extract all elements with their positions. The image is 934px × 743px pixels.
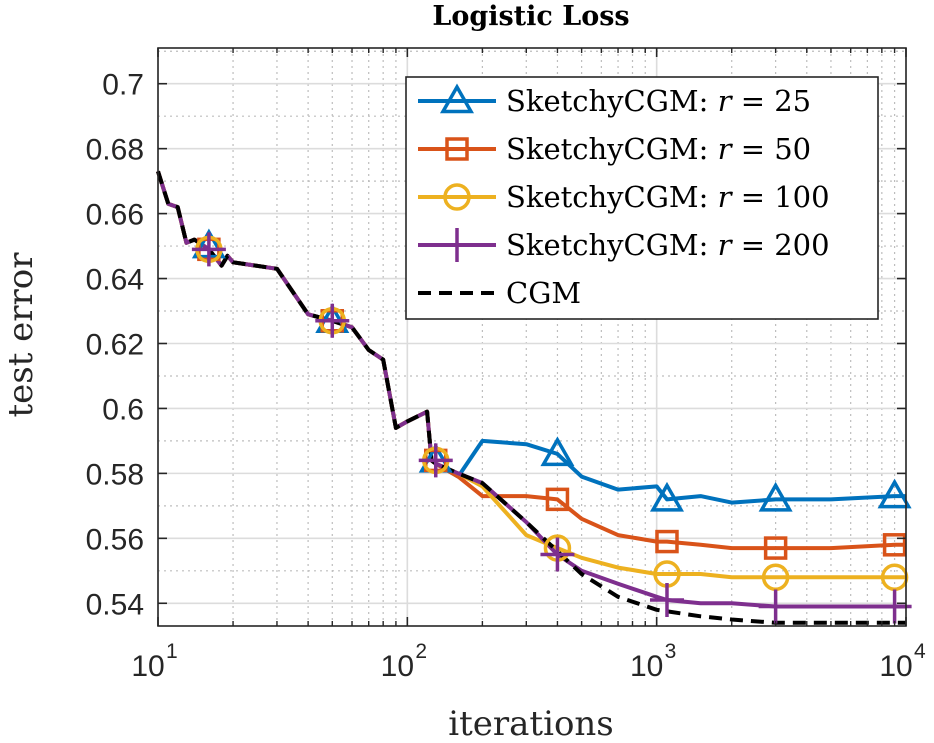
y-axis-label: test error: [1, 252, 41, 418]
x-tick-label: 10: [630, 650, 663, 683]
legend-marker-1: [445, 137, 469, 161]
y-tick-label: 0.54: [86, 588, 144, 621]
series-0-marker-5: [758, 481, 793, 512]
series-2-marker-5: [761, 563, 790, 592]
y-tick-label: 0.62: [86, 328, 144, 361]
y-tick-label: 0.64: [86, 264, 144, 297]
y-tick-label: 0.7: [102, 69, 144, 102]
series-1-marker-3: [545, 487, 570, 512]
series-1-marker-4: [655, 529, 679, 554]
legend-marker-0: [439, 83, 475, 114]
series-line-4: [156, 170, 906, 625]
x-tick-label-exponent: 1: [166, 640, 178, 663]
legend-label-1: SketchyCGM: r = 50: [506, 132, 811, 166]
series-3-marker-0: [191, 232, 226, 267]
legend-marker-3: [440, 228, 474, 262]
x-tick-label-exponent: 2: [415, 640, 427, 663]
x-tick-label-exponent: 3: [665, 640, 677, 663]
y-tick-label: 0.58: [86, 458, 144, 491]
legend: SketchyCGM: r = 25 SketchyCGM: r = 50 Sket…: [405, 76, 879, 320]
x-axis-label: iterations: [448, 704, 614, 743]
series-1-marker-6: [882, 533, 907, 557]
x-tick-label: 10: [131, 650, 164, 683]
series-3-marker-5: [758, 589, 793, 624]
series-3-marker-2: [418, 443, 453, 478]
legend-label-4: CGM: [506, 276, 581, 310]
legend-label-0: SketchyCGM: r = 25: [506, 84, 811, 118]
series-3-marker-3: [540, 537, 575, 572]
y-tick-label: 0.66: [86, 199, 144, 232]
series-0-marker-3: [540, 436, 575, 467]
legend-label-2: SketchyCGM: r = 100: [506, 180, 830, 214]
series-lines: [156, 170, 912, 625]
x-tick-label: 10: [381, 650, 414, 683]
series-0-marker-6: [877, 478, 912, 509]
series-0-marker-4: [649, 481, 685, 512]
legend-label-3: SketchyCGM: r = 200: [506, 228, 830, 262]
axes-box: [157, 47, 907, 627]
series-3-marker-4: [649, 583, 684, 618]
y-tick-label: 0.68: [86, 134, 144, 167]
series-1-marker-5: [763, 536, 788, 560]
y-tick-label: 0.6: [102, 393, 144, 426]
axes: [157, 47, 907, 627]
chart-title: Logistic Loss: [432, 1, 629, 32]
tick-labels: 0.540.560.580.60.620.640.660.680.710 1 10 2…: [86, 69, 926, 683]
series-3-marker-1: [315, 303, 350, 338]
y-tick-label: 0.56: [86, 523, 144, 556]
legend-marker-2: [443, 183, 471, 211]
x-tick-label: 10: [879, 650, 912, 683]
x-tick-label-exponent: 4: [914, 640, 926, 663]
